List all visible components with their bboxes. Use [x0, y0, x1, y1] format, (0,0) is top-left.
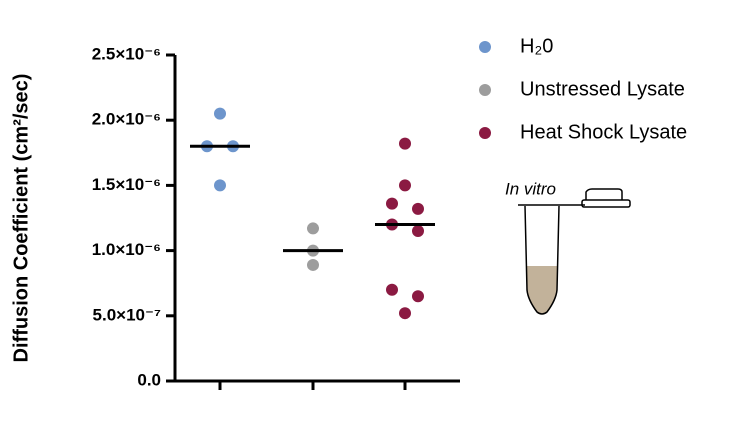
- data-point: [412, 290, 424, 303]
- data-point: [399, 137, 411, 150]
- data-point: [399, 179, 411, 192]
- legend-label: Heat Shock Lysate: [520, 121, 687, 143]
- legend-label: H₂0: [520, 35, 553, 57]
- y-tick-label: 5.0×10⁻⁷: [93, 305, 161, 324]
- legend-label: Unstressed Lysate: [520, 78, 685, 100]
- y-tick-label: 2.0×10⁻⁶: [92, 110, 161, 129]
- data-point: [214, 179, 226, 192]
- data-point: [307, 222, 319, 235]
- y-tick-label: 1.0×10⁻⁶: [92, 240, 161, 259]
- tube-icon: [518, 188, 631, 315]
- data-point: [307, 258, 319, 271]
- annotation: In vitro: [505, 179, 556, 198]
- y-tick-label: 2.5×10⁻⁶: [92, 44, 161, 63]
- data-point: [386, 283, 398, 296]
- data-point: [412, 202, 424, 215]
- y-tick-label: 0.0: [137, 370, 161, 389]
- y-axis-label: Diffusion Coefficient (cm²/sec): [10, 74, 32, 363]
- data-point: [399, 307, 411, 320]
- legend-marker: [479, 41, 491, 53]
- y-tick-label: 1.5×10⁻⁶: [92, 175, 161, 194]
- legend-marker: [479, 127, 491, 139]
- data-point: [386, 197, 398, 210]
- legend-marker: [479, 84, 491, 96]
- data-point: [214, 107, 226, 120]
- data-point: [412, 225, 424, 238]
